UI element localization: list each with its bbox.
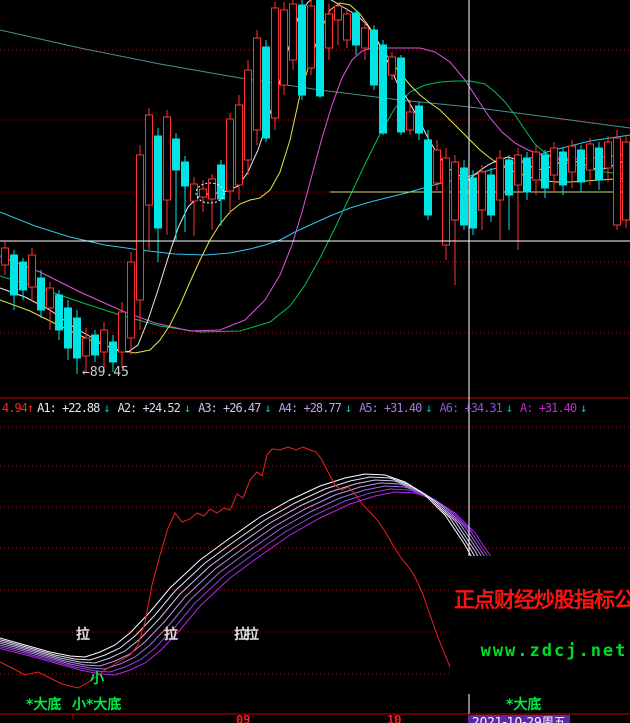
- candle-body: [433, 149, 441, 184]
- candle-body: [91, 334, 99, 356]
- pull-signal-label-2: 拉: [164, 627, 178, 643]
- candle-body: [595, 147, 603, 181]
- candle-body: [316, 0, 324, 97]
- indicator-prefix-value: 4.94↑: [2, 401, 34, 415]
- candle-body: [586, 143, 594, 171]
- candle-body: [523, 157, 531, 193]
- candle-body: [118, 311, 126, 353]
- candle-body: [388, 56, 396, 76]
- candle-body: [181, 161, 189, 187]
- candle-body: [136, 154, 144, 301]
- big-bottom-signal-1: *大底: [26, 697, 62, 713]
- candle-body: [64, 307, 72, 349]
- indicator-item-A4: A4: +28.77 ↓: [278, 401, 353, 415]
- candle-body: [424, 139, 432, 216]
- indicator-item-A6: A6: +34.31 ↓: [439, 401, 514, 415]
- candle-body: [514, 154, 522, 186]
- candle-body: [505, 159, 513, 196]
- candle-body: [361, 27, 369, 49]
- candle-body: [37, 277, 45, 311]
- candle-body: [559, 151, 567, 186]
- ma-green: [0, 80, 630, 333]
- candle-body: [28, 254, 36, 288]
- candle-body: [109, 341, 117, 363]
- candle-body: [253, 37, 261, 131]
- circle-annotation: [195, 182, 225, 204]
- candle-body: [622, 141, 630, 221]
- candle-body: [460, 167, 468, 226]
- indicator-item-A5: A5: +31.40 ↓: [359, 401, 433, 415]
- candle-body: [334, 5, 342, 21]
- candle-body: [10, 254, 18, 296]
- candle-body: [307, 5, 315, 69]
- big-bottom-signal-3: *大底: [506, 697, 542, 713]
- candle-body: [217, 164, 225, 200]
- candle-body: [613, 137, 621, 226]
- indicator-item-A: A: +31.40 ↓: [520, 401, 587, 415]
- candle-body: [1, 247, 9, 266]
- pull-signal-label-1: 拉: [76, 627, 90, 643]
- pull-signal-label-3: 拉拉: [234, 627, 259, 643]
- indicator-item-A2: A2: +24.52 ↓: [117, 401, 192, 415]
- candle-body: [541, 154, 549, 189]
- candle-body: [208, 178, 216, 200]
- watermark-url: www.zdcj.net: [480, 641, 628, 661]
- watermark-site-name: 正点财经炒股指标公式: [454, 588, 630, 612]
- candle-body: [343, 13, 351, 41]
- candle-body: [100, 329, 108, 353]
- candle-body: [298, 4, 306, 96]
- candle-body: [235, 104, 243, 186]
- candle-body: [262, 46, 270, 139]
- candle-body: [46, 287, 54, 309]
- crosshair-date-box: 2021-10-29周五: [468, 715, 570, 723]
- candle-body: [406, 111, 414, 131]
- candle-body: [163, 116, 171, 201]
- indicator-item-A3: A3: +26.47 ↓: [198, 401, 272, 415]
- price-low-annotation: ←89.45: [82, 365, 129, 380]
- candle-body: [55, 294, 63, 331]
- candle-body: [190, 183, 198, 202]
- candle-body: [487, 174, 495, 216]
- candle-body: [172, 138, 180, 171]
- candle-body: [604, 141, 612, 169]
- x-axis-label-09: 09: [236, 713, 251, 723]
- candle-body: [127, 261, 135, 339]
- candle-body: [442, 157, 450, 246]
- candle-body: [19, 261, 27, 291]
- candle-body: [289, 3, 297, 61]
- candle-body: [145, 114, 153, 206]
- candle-body: [478, 171, 486, 211]
- candle-body: [280, 9, 288, 86]
- candle-body: [577, 149, 585, 183]
- candle-body: [370, 29, 378, 86]
- indicator-value-row: 4.94↑ A1: +22.88 ↓ A2: +24.52 ↓ A3: +26.47 ↓ A4…: [2, 402, 594, 414]
- candle-body: [469, 177, 477, 229]
- x-axis-label-10: 10: [387, 713, 402, 723]
- candle-body: [199, 188, 207, 198]
- candle-body: [379, 44, 387, 134]
- candle-body: [325, 13, 333, 49]
- small-bottom-signal-1: 小: [90, 671, 104, 687]
- candle-body: [73, 317, 81, 359]
- candle-body: [568, 145, 576, 173]
- candle-body: [154, 135, 162, 229]
- candle-body: [397, 57, 405, 133]
- candle-body: [271, 7, 279, 119]
- big-bottom-signal-2: 小*大底: [72, 697, 122, 713]
- watermark: 正点财经炒股指标公式 www.zdcj.net: [450, 556, 630, 694]
- candle-body: [82, 337, 90, 357]
- candle-body: [352, 12, 360, 46]
- candle-body: [415, 105, 423, 134]
- candle-body: [451, 161, 459, 221]
- ma-slate-long: [0, 29, 630, 129]
- indicator-item-A1: A1: +22.88 ↓: [37, 401, 111, 415]
- candle-body: [244, 69, 252, 161]
- candle-body: [550, 147, 558, 176]
- candle-body: [532, 151, 540, 181]
- candle-body: [496, 157, 504, 201]
- candle-body: [226, 118, 234, 192]
